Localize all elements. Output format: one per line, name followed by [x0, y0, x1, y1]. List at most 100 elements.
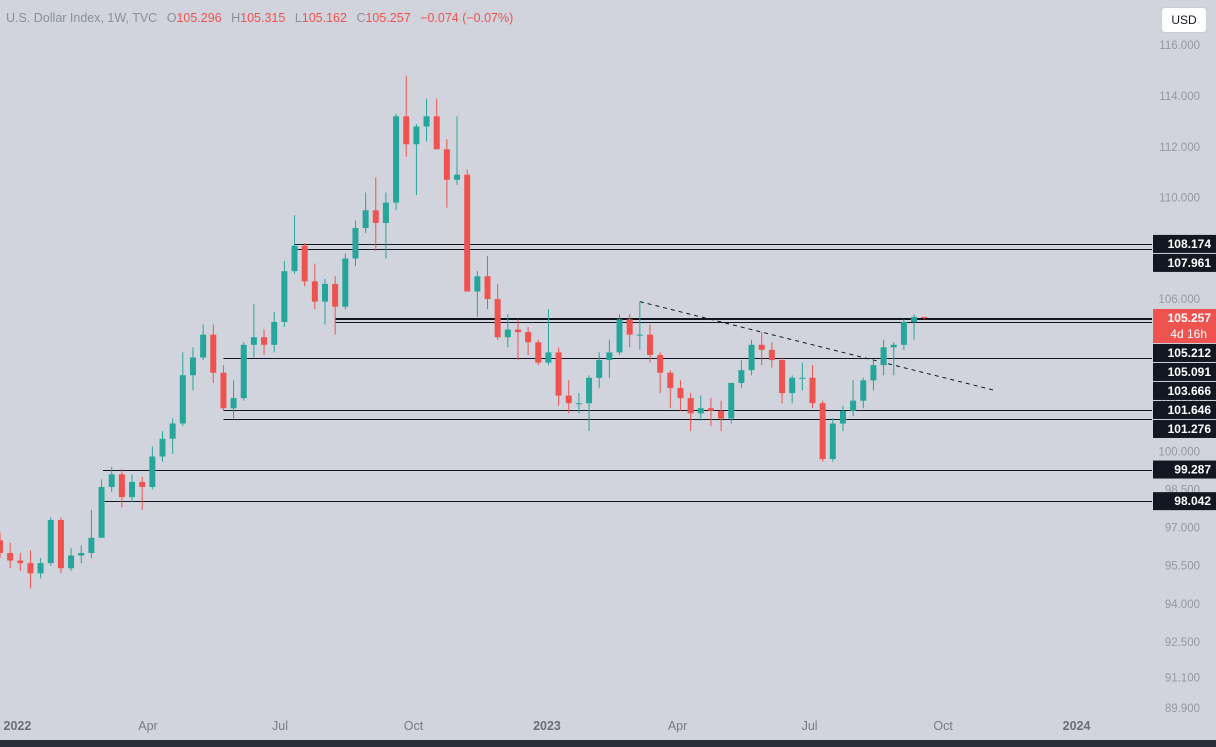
candle — [454, 116, 461, 185]
close-label: C — [356, 11, 366, 25]
x-tick-label: Oct — [404, 719, 424, 733]
x-tick-label: 2023 — [533, 719, 561, 733]
candle — [860, 377, 867, 409]
x-tick-label: 2022 — [4, 719, 32, 733]
level-label-box — [1153, 234, 1216, 253]
candle-body — [748, 344, 755, 371]
level-label-text: 105.212 — [1168, 346, 1212, 360]
candle — [393, 113, 400, 211]
level-label: 105.091 — [1153, 362, 1216, 381]
candle-body — [758, 344, 765, 350]
candle — [758, 332, 765, 366]
level-label-text: 105.257 — [1168, 311, 1212, 325]
candle-body — [393, 116, 400, 203]
level-label-box — [1153, 381, 1216, 400]
candle — [230, 380, 237, 419]
candle-body — [210, 334, 217, 373]
candle — [403, 75, 410, 157]
level-label-box — [1153, 308, 1216, 343]
candle — [57, 517, 64, 574]
y-tick-label: 89.900 — [1165, 703, 1200, 715]
candle-body — [78, 552, 85, 556]
y-tick-label: 95.500 — [1165, 561, 1200, 573]
candle — [880, 339, 887, 376]
candle-body — [169, 423, 176, 439]
candle — [149, 446, 156, 490]
candle — [667, 370, 674, 409]
candle — [850, 380, 857, 416]
candle-body — [433, 116, 440, 150]
candle — [728, 382, 735, 424]
candle — [555, 347, 562, 406]
candle — [464, 169, 471, 292]
candle-body — [626, 319, 633, 335]
candle-body — [900, 321, 907, 345]
candle — [37, 558, 44, 579]
candle — [362, 192, 369, 234]
candle-body — [321, 283, 328, 302]
candle — [525, 327, 532, 355]
candle-body — [738, 370, 745, 383]
level-label-box — [1153, 343, 1216, 362]
candle-body — [291, 245, 298, 272]
candle-body — [27, 563, 34, 574]
candle — [220, 365, 227, 411]
candle — [809, 365, 816, 409]
level-label-box — [1153, 492, 1216, 511]
candle-body — [118, 474, 125, 498]
level-label: 105.212 — [1153, 343, 1216, 362]
candle — [321, 278, 328, 325]
candle-body — [596, 360, 603, 378]
candle-body — [850, 400, 857, 411]
candle-body — [17, 560, 24, 564]
candle-body — [230, 398, 237, 409]
x-tick-label: Oct — [933, 719, 953, 733]
candle-body — [139, 481, 146, 487]
candle-body — [403, 116, 410, 145]
candle — [78, 545, 85, 564]
candle-body — [504, 329, 511, 338]
candle-body — [707, 408, 714, 411]
low-label: L — [294, 11, 302, 25]
candle — [738, 360, 745, 388]
candle — [210, 324, 217, 383]
high-value: 105.315 — [240, 11, 286, 25]
time-axis[interactable]: 2022 Apr Jul Oct 2023 Apr Jul Oct 2024 — [4, 719, 1091, 733]
candle — [27, 550, 34, 589]
candle-body — [880, 347, 887, 366]
level-label-box — [1153, 460, 1216, 479]
candle-body — [200, 334, 207, 358]
candle — [606, 339, 613, 378]
candle — [718, 400, 725, 432]
candle-body — [545, 352, 552, 363]
candle-body — [575, 403, 582, 405]
y-tick-label: 112.000 — [1159, 142, 1200, 154]
candle-body — [728, 382, 735, 419]
y-tick-label: 92.500 — [1165, 637, 1200, 649]
candle-body — [890, 344, 897, 348]
candle-body — [870, 365, 877, 381]
candle-body — [57, 519, 64, 569]
candle — [707, 398, 714, 427]
level-label: 107.961 — [1153, 253, 1216, 272]
y-tick-label: 110.000 — [1159, 193, 1200, 205]
level-label-text: 107.961 — [1168, 256, 1212, 270]
candle — [17, 552, 24, 571]
y-tick-label: 106.000 — [1158, 294, 1200, 306]
candle-body — [829, 423, 836, 460]
candle — [7, 542, 14, 569]
candle — [311, 263, 318, 310]
candle — [443, 139, 450, 208]
currency-button[interactable]: USD — [1161, 7, 1207, 33]
candle — [118, 469, 125, 508]
low-value: 105.162 — [301, 11, 347, 25]
close-value: 105.257 — [365, 11, 411, 25]
candle-body — [179, 375, 186, 424]
level-label: 103.666 — [1153, 381, 1216, 400]
candle-body — [443, 149, 450, 180]
candle-body — [535, 342, 542, 363]
candle — [179, 352, 186, 427]
change-value: −0.074 (−0.07%) — [420, 11, 514, 25]
level-label-box — [1153, 419, 1216, 438]
